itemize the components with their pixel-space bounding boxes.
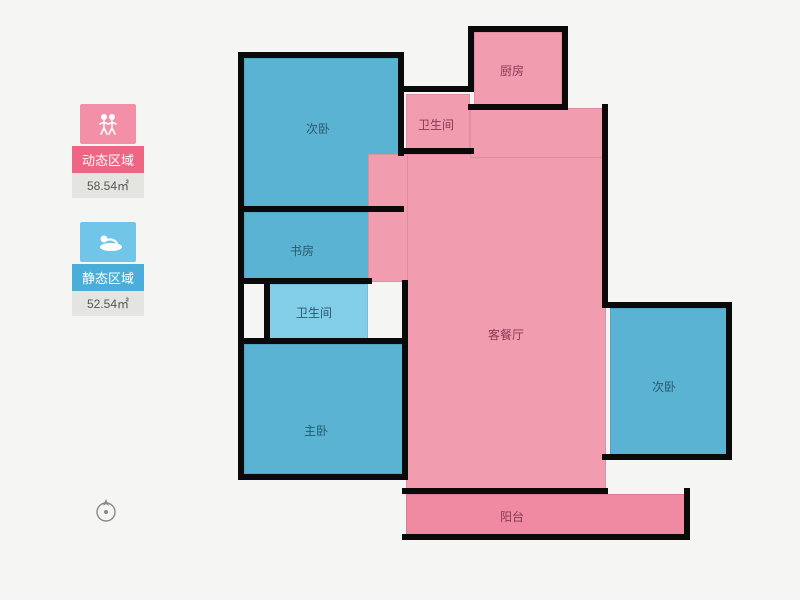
legend-panel: 动态区域 58.54㎡ 静态区域 52.54㎡ (72, 104, 144, 340)
wall (402, 280, 408, 480)
legend-static-label: 静态区域 (72, 264, 144, 291)
wall (238, 278, 372, 284)
wall (238, 206, 404, 212)
wall (468, 104, 568, 110)
wall (602, 104, 608, 304)
wall (402, 534, 690, 540)
room-master-bed (244, 344, 404, 474)
legend-dynamic: 动态区域 58.54㎡ (72, 104, 144, 198)
wall (398, 52, 404, 156)
legend-static: 静态区域 52.54㎡ (72, 222, 144, 316)
static-icon (80, 222, 136, 262)
wall (238, 474, 408, 480)
legend-dynamic-label: 动态区域 (72, 146, 144, 173)
wall (264, 278, 270, 342)
room-bath-2 (268, 284, 368, 340)
wall (238, 52, 404, 58)
wall (402, 488, 608, 494)
dynamic-icon (80, 104, 136, 144)
wall (602, 302, 732, 308)
wall (602, 454, 732, 460)
wall (238, 52, 244, 480)
wall (402, 86, 474, 92)
room-kitchen (474, 32, 562, 108)
wall (402, 148, 474, 154)
legend-static-value: 52.54㎡ (72, 291, 144, 316)
room-secondary-bed-2 (610, 308, 728, 456)
wall (562, 26, 568, 110)
floor-plan: 次卧书房卫生间主卧卫生间厨房客餐厅次卧阳台 (210, 26, 750, 566)
room-balcony (406, 494, 686, 538)
room-corridor (368, 154, 408, 282)
room-bath-1 (406, 94, 470, 152)
wall (726, 302, 732, 460)
room-living-dining (406, 154, 606, 490)
legend-dynamic-value: 58.54㎡ (72, 173, 144, 198)
room-living-ext (470, 108, 606, 158)
wall (684, 488, 690, 538)
wall (468, 26, 474, 92)
wall (468, 26, 568, 32)
compass-icon (92, 496, 120, 529)
